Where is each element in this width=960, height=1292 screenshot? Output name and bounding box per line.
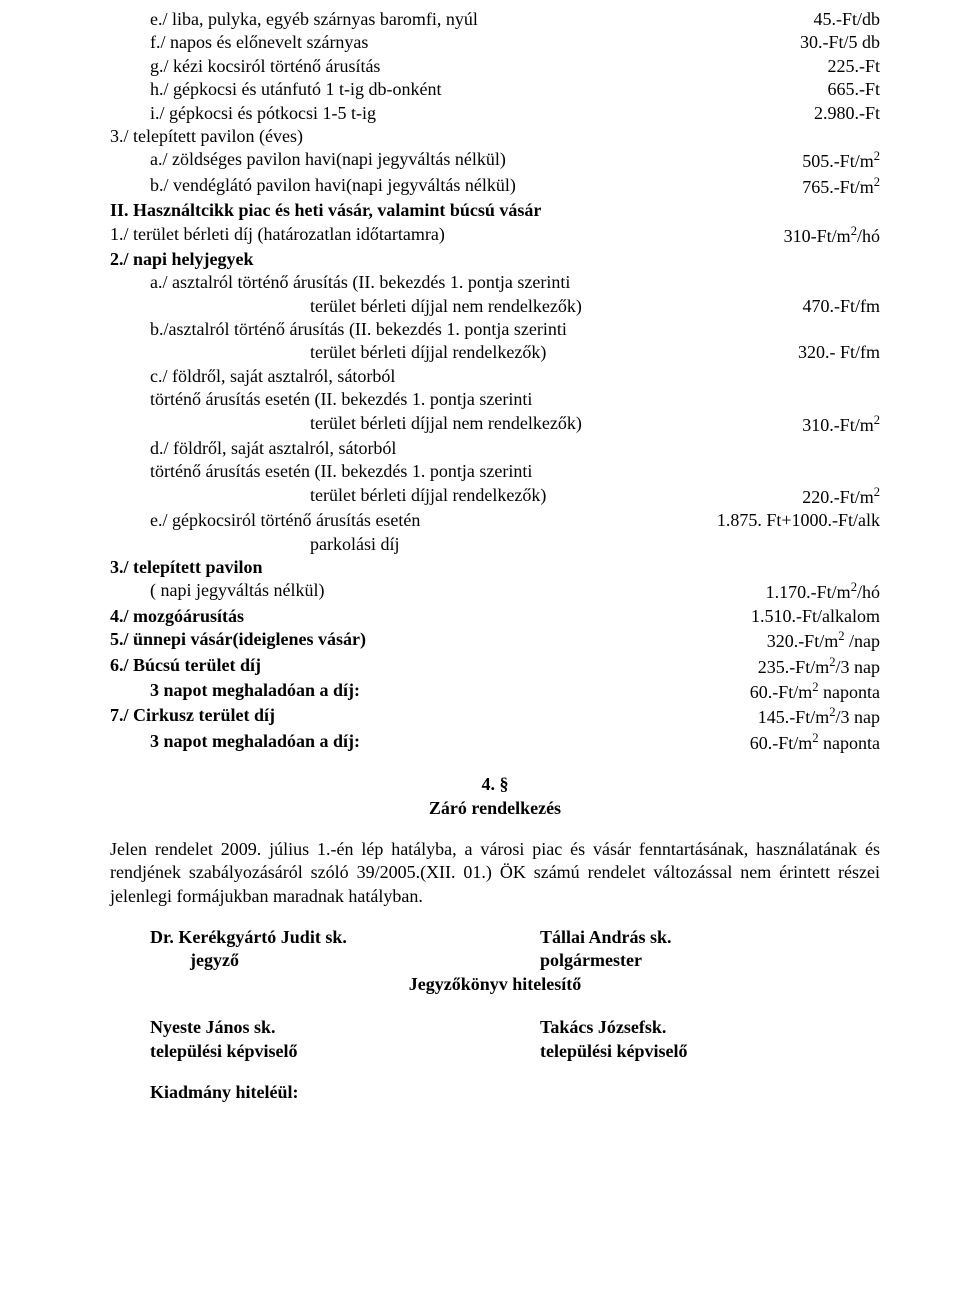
list-item: h./ gépkocsi és utánfutó 1 t-ig db-onkén… <box>110 78 880 101</box>
item-label: 1./ terület bérleti díj (határozatlan id… <box>110 223 764 248</box>
item-label: 5./ ünnepi vásár(ideiglenes vásár) <box>110 628 747 653</box>
list-item: terület bérleti díjjal nem rendelkezők) … <box>110 412 880 437</box>
signer-name: Nyeste János sk. <box>110 1016 450 1039</box>
item-label: 6./ Búcsú terület díj <box>110 654 738 679</box>
signature-block: Nyeste János sk. települési képviselő Ta… <box>110 1016 880 1063</box>
closing-section-number: 4. § <box>110 773 880 796</box>
list-item: terület bérleti díjjal rendelkezők) 220.… <box>110 484 880 509</box>
list-item: 1./ terület bérleti díj (határozatlan id… <box>110 223 880 248</box>
list-item: 3 napot meghaladóan a díj: 60.-Ft/m2 nap… <box>110 679 880 704</box>
item-label: 4./ mozgóárusítás <box>110 605 731 628</box>
item-price: 60.-Ft/m2 naponta <box>730 679 880 704</box>
item-price: 665.-Ft <box>807 78 880 101</box>
item-price: 60.-Ft/m2 naponta <box>730 730 880 755</box>
signer-title: polgármester <box>540 949 880 972</box>
item-price: 220.-Ft/m2 <box>782 484 880 509</box>
item-line: e./ gépkocsiról történő árusítás esetén <box>110 509 697 532</box>
item-price: 320.- Ft/fm <box>778 341 880 364</box>
item-label: e./ liba, pulyka, egyéb szárnyas baromfi… <box>110 8 793 31</box>
item-price: 310.-Ft/m2 <box>782 412 880 437</box>
list-item: e./ liba, pulyka, egyéb szárnyas baromfi… <box>110 8 880 31</box>
signer-name: Tállai András sk. <box>540 926 880 949</box>
item-line: terület bérleti díjjal rendelkezők) <box>110 341 778 364</box>
signer-title: települési képviselő <box>540 1040 880 1063</box>
list-item: terület bérleti díjjal rendelkezők) 320.… <box>110 341 880 364</box>
list-item: 4./ mozgóárusítás 1.510.-Ft/alkalom <box>110 605 880 628</box>
item-price: 505.-Ft/m2 <box>782 148 880 173</box>
item-label: 7./ Cirkusz terület díj <box>110 704 738 729</box>
list-item: a./ zöldséges pavilon havi(napi jegyvált… <box>110 148 880 173</box>
item-line: terület bérleti díjjal nem rendelkezők) <box>110 295 782 318</box>
item-line: c./ földről, saját asztalról, sátorból <box>110 365 880 388</box>
signer-name: Dr. Kerékgyártó Judit sk. <box>110 926 450 949</box>
item-line: a./ asztalról történő árusítás (II. beke… <box>110 271 880 294</box>
item-price: 470.-Ft/fm <box>782 295 880 318</box>
list-item: b./ vendéglátó pavilon havi(napi jegyvál… <box>110 174 880 199</box>
item-price: 765.-Ft/m2 <box>782 174 880 199</box>
list-item: e./ gépkocsiról történő árusítás esetén … <box>110 509 880 532</box>
item-line: d./ földről, saját asztalról, sátorból <box>110 437 880 460</box>
item-label: i./ gépkocsi és pótkocsi 1-5 t-ig <box>110 102 794 125</box>
item-line: történő árusítás esetén (II. bekezdés 1.… <box>110 388 880 411</box>
item-price: 320.-Ft/m2 /nap <box>747 628 880 653</box>
list-item: 7./ Cirkusz terület díj 145.-Ft/m2/3 nap <box>110 704 880 729</box>
item-label: h./ gépkocsi és utánfutó 1 t-ig db-onkén… <box>110 78 807 101</box>
item-price: 235.-Ft/m2/3 nap <box>738 654 880 679</box>
signer-title: települési képviselő <box>110 1040 450 1063</box>
item-line: terület bérleti díjjal nem rendelkezők) <box>110 412 782 437</box>
item-label: a./ zöldséges pavilon havi(napi jegyvált… <box>110 148 782 173</box>
item-line: terület bérleti díjjal rendelkezők) <box>110 484 782 509</box>
list-item: f./ napos és előnevelt szárnyas 30.-Ft/5… <box>110 31 880 54</box>
item-price: 1.170.-Ft/m2/hó <box>746 579 880 604</box>
item-price: 1.510.-Ft/alkalom <box>731 605 880 628</box>
section-title: II. Használtcikk piac és heti vásár, val… <box>110 199 880 222</box>
list-item: terület bérleti díjjal nem rendelkezők) … <box>110 295 880 318</box>
bottom-note: Kiadmány hiteléül: <box>110 1081 880 1104</box>
list-item: 5./ ünnepi vásár(ideiglenes vásár) 320.-… <box>110 628 880 653</box>
item-line: történő árusítás esetén (II. bekezdés 1.… <box>110 460 880 483</box>
item-price: 30.-Ft/5 db <box>780 31 880 54</box>
signer-name: Takács Józsefsk. <box>540 1016 880 1039</box>
closing-paragraph: Jelen rendelet 2009. július 1.-én lép ha… <box>110 838 880 908</box>
item-price: 1.875. Ft+1000.-Ft/alk <box>697 509 880 532</box>
item-label: ( napi jegyváltás nélkül) <box>110 579 746 604</box>
item-label: 3 napot meghaladóan a díj: <box>110 679 730 704</box>
section-header: 3./ telepített pavilon (éves) <box>110 125 880 148</box>
item-line: parkolási díj <box>110 533 880 556</box>
list-item: 3 napot meghaladóan a díj: 60.-Ft/m2 nap… <box>110 730 880 755</box>
subsection-header: 2./ napi helyjegyek <box>110 248 880 271</box>
list-item: g./ kézi kocsiról történő árusítás 225.-… <box>110 55 880 78</box>
item-price: 45.-Ft/db <box>793 8 880 31</box>
item-label: b./ vendéglátó pavilon havi(napi jegyvál… <box>110 174 782 199</box>
signature-block: Dr. Kerékgyártó Judit sk. jegyző Tállai … <box>110 926 880 973</box>
item-price: 225.-Ft <box>807 55 880 78</box>
list-item: ( napi jegyváltás nélkül) 1.170.-Ft/m2/h… <box>110 579 880 604</box>
subsection-header: 3./ telepített pavilon <box>110 556 880 579</box>
closing-section-title: Záró rendelkezés <box>110 797 880 820</box>
item-label: f./ napos és előnevelt szárnyas <box>110 31 780 54</box>
item-label: 3 napot meghaladóan a díj: <box>110 730 730 755</box>
item-price: 2.980.-Ft <box>794 102 880 125</box>
auth-title: Jegyzőkönyv hitelesítő <box>110 973 880 996</box>
item-label: g./ kézi kocsiról történő árusítás <box>110 55 807 78</box>
item-line: b./asztalról történő árusítás (II. bekez… <box>110 318 880 341</box>
list-item: i./ gépkocsi és pótkocsi 1-5 t-ig 2.980.… <box>110 102 880 125</box>
signer-title: jegyző <box>110 949 450 972</box>
list-item: 6./ Búcsú terület díj 235.-Ft/m2/3 nap <box>110 654 880 679</box>
item-price: 310-Ft/m2/hó <box>764 223 880 248</box>
item-price: 145.-Ft/m2/3 nap <box>738 704 880 729</box>
